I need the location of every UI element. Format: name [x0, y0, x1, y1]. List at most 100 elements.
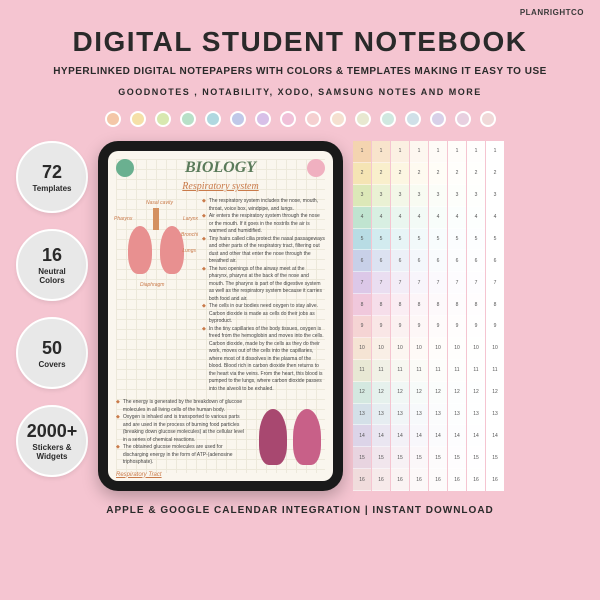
- color-swatch: [130, 111, 146, 127]
- color-swatch: [330, 111, 346, 127]
- tab-cell: 4: [448, 207, 466, 229]
- tab-cell: 7: [448, 272, 466, 294]
- tab-cell: 4: [391, 207, 409, 229]
- tab-cell: 4: [429, 207, 447, 229]
- tab-cell: 14: [486, 425, 504, 447]
- tab-cell: 14: [410, 425, 428, 447]
- tab-cell: 3: [467, 185, 485, 207]
- brand-label: PLANRIGHTCO: [520, 8, 584, 17]
- notebook-screen: BIOLOGY Respiratory system Nasal cavity …: [108, 151, 333, 481]
- color-swatch: [355, 111, 371, 127]
- tab-cell: 10: [372, 338, 390, 360]
- feature-badge: 16NeutralColors: [16, 229, 88, 301]
- color-swatch: [230, 111, 246, 127]
- tab-cell: 16: [353, 469, 371, 491]
- tab-cell: 7: [372, 272, 390, 294]
- tab-cell: 10: [486, 338, 504, 360]
- tab-cell: 2: [467, 163, 485, 185]
- tab-cell: 13: [467, 404, 485, 426]
- tab-cell: 5: [353, 229, 371, 251]
- tab-cell: 9: [391, 316, 409, 338]
- tab-cell: 9: [467, 316, 485, 338]
- tab-cell: 8: [448, 294, 466, 316]
- tab-cell: 12: [467, 382, 485, 404]
- tab-cell: 9: [410, 316, 428, 338]
- tab-cell: 7: [429, 272, 447, 294]
- tab-cell: 3: [429, 185, 447, 207]
- feature-badges: 72Templates16NeutralColors50Covers2000+S…: [16, 141, 88, 477]
- tab-cell: 3: [391, 185, 409, 207]
- tab-cell: 7: [486, 272, 504, 294]
- tab-cell: 2: [372, 163, 390, 185]
- tab-cell: 15: [467, 447, 485, 469]
- color-tabs: 1234567891011121314151612345678910111213…: [353, 141, 504, 491]
- tab-cell: 16: [467, 469, 485, 491]
- color-swatch: [155, 111, 171, 127]
- tab-cell: 8: [429, 294, 447, 316]
- tab-cell: 16: [486, 469, 504, 491]
- color-swatch: [380, 111, 396, 127]
- tab-cell: 13: [372, 404, 390, 426]
- tab-cell: 15: [410, 447, 428, 469]
- tab-cell: 13: [429, 404, 447, 426]
- tab-cell: 3: [410, 185, 428, 207]
- tab-cell: 4: [486, 207, 504, 229]
- tab-cell: 6: [372, 250, 390, 272]
- tab-cell: 8: [486, 294, 504, 316]
- tab-cell: 6: [429, 250, 447, 272]
- tab-cell: 8: [410, 294, 428, 316]
- feature-badge: 2000+Stickers &Widgets: [16, 405, 88, 477]
- tab-cell: 2: [486, 163, 504, 185]
- tab-cell: 7: [467, 272, 485, 294]
- tab-cell: 4: [467, 207, 485, 229]
- tab-cell: 10: [391, 338, 409, 360]
- tab-cell: 13: [486, 404, 504, 426]
- tab-cell: 13: [391, 404, 409, 426]
- tab-cell: 9: [429, 316, 447, 338]
- tab-cell: 4: [372, 207, 390, 229]
- notebook-title: BIOLOGY: [116, 159, 325, 177]
- feature-badge: 50Covers: [16, 317, 88, 389]
- color-swatch: [405, 111, 421, 127]
- color-swatch: [255, 111, 271, 127]
- tab-cell: 12: [486, 382, 504, 404]
- tab-cell: 10: [429, 338, 447, 360]
- tab-cell: 12: [410, 382, 428, 404]
- color-swatch: [480, 111, 496, 127]
- tab-cell: 1: [467, 141, 485, 163]
- respiratory-diagram: Nasal cavity Pharynx Larynx Bronchi Lung…: [116, 198, 196, 288]
- tab-cell: 1: [372, 141, 390, 163]
- tab-cell: 12: [391, 382, 409, 404]
- tab-cell: 1: [486, 141, 504, 163]
- tab-cell: 11: [486, 360, 504, 382]
- tab-cell: 16: [448, 469, 466, 491]
- tab-cell: 11: [391, 360, 409, 382]
- tab-cell: 11: [410, 360, 428, 382]
- tab-cell: 15: [429, 447, 447, 469]
- color-swatch: [305, 111, 321, 127]
- tab-cell: 6: [353, 250, 371, 272]
- tab-cell: 11: [372, 360, 390, 382]
- tab-cell: 8: [467, 294, 485, 316]
- tab-cell: 5: [429, 229, 447, 251]
- tab-cell: 9: [353, 316, 371, 338]
- product-card: PLANRIGHTCO DIGITAL STUDENT NOTEBOOK HYP…: [0, 0, 600, 600]
- color-swatches: [16, 111, 584, 127]
- tab-cell: 4: [353, 207, 371, 229]
- tab-cell: 12: [353, 382, 371, 404]
- tab-cell: 8: [372, 294, 390, 316]
- subtitle: HYPERLINKED DIGITAL NOTEPAPERS WITH COLO…: [16, 66, 584, 77]
- tab-cell: 2: [429, 163, 447, 185]
- tab-cell: 9: [448, 316, 466, 338]
- tab-cell: 16: [410, 469, 428, 491]
- color-swatch: [455, 111, 471, 127]
- tab-cell: 15: [353, 447, 371, 469]
- tab-cell: 3: [448, 185, 466, 207]
- tab-cell: 10: [467, 338, 485, 360]
- tab-cell: 6: [467, 250, 485, 272]
- tab-cell: 12: [448, 382, 466, 404]
- notes-right: The respiratory system includes the nose…: [202, 198, 325, 393]
- tab-cell: 15: [372, 447, 390, 469]
- color-swatch: [430, 111, 446, 127]
- tab-cell: 1: [448, 141, 466, 163]
